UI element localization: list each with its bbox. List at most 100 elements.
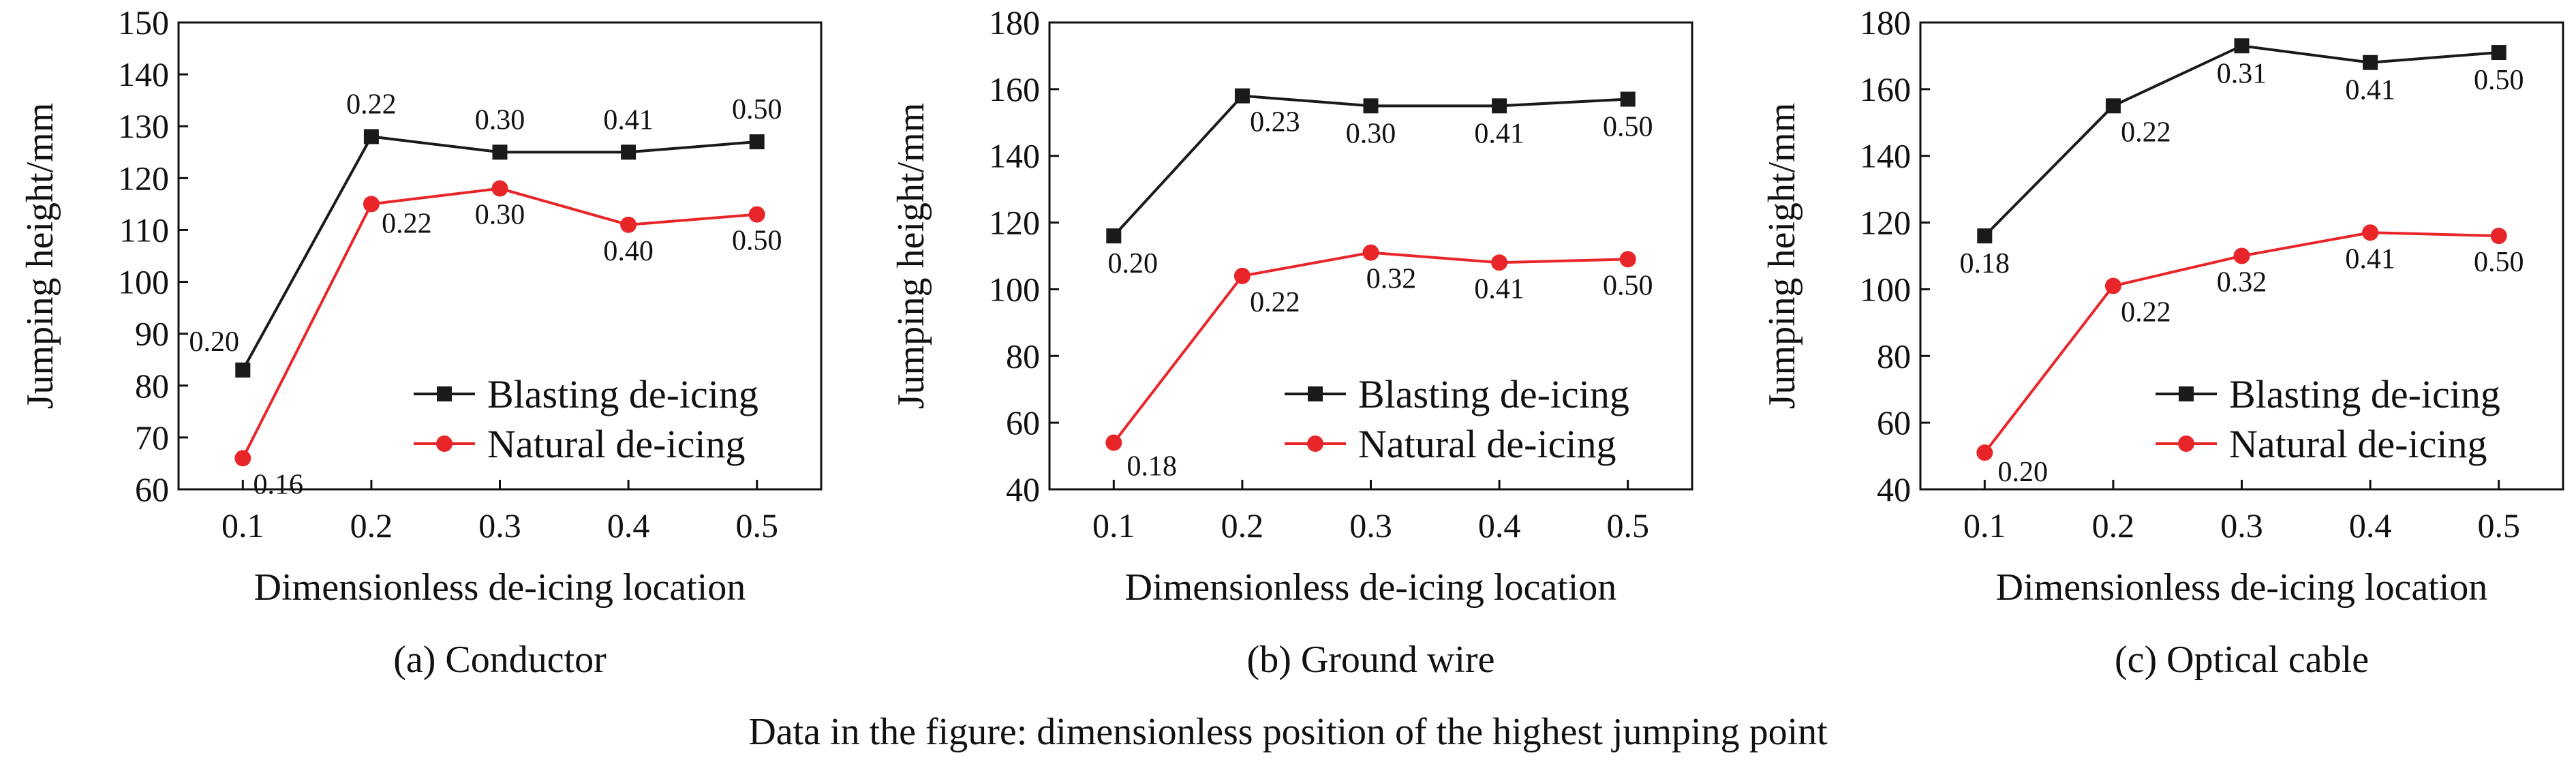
data-point-square	[2491, 45, 2506, 61]
data-label: 0.50	[2474, 65, 2524, 96]
data-label: 0.16	[254, 469, 304, 500]
x-tick-label: 0.3	[2220, 506, 2263, 545]
x-axis-title: Dimensionless de-icing location	[254, 566, 746, 609]
data-label: 0.41	[2345, 75, 2395, 106]
data-point-circle	[234, 450, 251, 467]
legend-marker-square	[437, 386, 452, 401]
x-tick-label: 0.3	[478, 506, 521, 545]
data-point-square	[1106, 228, 1122, 244]
y-tick-label: 110	[119, 211, 169, 249]
data-label: 0.20	[1108, 248, 1159, 279]
data-point-circle	[2490, 228, 2507, 245]
data-point-square	[621, 144, 637, 160]
data-point-square	[749, 134, 765, 150]
y-tick-label: 140	[118, 55, 169, 93]
y-tick-label: 120	[1860, 204, 1911, 242]
data-label: 0.20	[189, 326, 240, 358]
y-tick-label: 140	[989, 137, 1040, 175]
data-label: 0.22	[1250, 287, 1300, 318]
data-label: 0.31	[2217, 58, 2267, 89]
x-tick-label: 0.5	[1606, 506, 1649, 545]
panels: 60 70 80 90 100 110 120 130 140 150 0.1 0.2 0.3 0.4 0.…	[19, 3, 2564, 681]
x-axis-title: Dimensionless de-icing location	[1125, 566, 1617, 609]
y-tick-label: 40	[1877, 470, 1911, 508]
y-tick-label: 100	[989, 270, 1040, 308]
data-label: 0.32	[2217, 267, 2267, 299]
y-tick-label: 150	[118, 3, 169, 42]
data-point-square	[1977, 228, 1993, 244]
data-label: 0.20	[1998, 457, 2049, 488]
data-point-circle	[2104, 277, 2121, 294]
y-axis-title: Jumping height/mm	[1761, 103, 1803, 410]
data-label: 0.50	[1603, 270, 1653, 301]
data-label: 0.50	[1603, 112, 1653, 143]
data-point-square	[492, 144, 508, 160]
x-tick-label: 0.2	[2092, 506, 2135, 545]
data-point-circle	[1233, 267, 1251, 284]
data-point-square	[363, 129, 379, 144]
data-point-square	[1492, 98, 1507, 114]
x-tick-label: 0.4	[2349, 506, 2392, 545]
x-tick-label: 0.5	[735, 506, 778, 545]
x-tick-label: 0.1	[221, 506, 264, 545]
data-point-circle	[1491, 254, 1508, 271]
y-tick-label: 180	[989, 3, 1040, 42]
data-point-circle	[2233, 247, 2250, 264]
y-tick-label: 60	[1877, 403, 1911, 442]
data-point-circle	[1976, 444, 1993, 461]
data-label: 0.22	[382, 208, 432, 239]
data-label: 0.22	[346, 89, 397, 120]
legend-label: Blasting de-icing	[1358, 372, 1629, 416]
y-tick-label: 100	[118, 263, 169, 301]
data-point-circle	[363, 196, 380, 213]
data-label: 0.23	[1250, 107, 1300, 138]
legend-label: Blasting de-icing	[487, 372, 758, 416]
data-point-square	[2234, 38, 2250, 54]
y-tick-label: 80	[1877, 337, 1911, 375]
y-tick-label: 160	[1860, 70, 1911, 108]
data-label: 0.50	[732, 94, 782, 125]
legend-marker-circle	[1307, 436, 1323, 452]
legend-label: Natural de-icing	[1358, 422, 1616, 466]
data-point-circle	[620, 216, 637, 233]
x-tick-label: 0.1	[1092, 506, 1135, 545]
series-line-1	[1112, 94, 1628, 237]
data-label: 0.50	[2474, 247, 2524, 278]
y-tick-label: 140	[1860, 137, 1911, 175]
y-tick-label: 70	[135, 418, 169, 457]
y-tick-label: 130	[118, 107, 169, 145]
chart-panel-1: 60 70 80 90 100 110 120 130 140 150 0.1 0.2 0.3 0.4 0.…	[19, 3, 823, 681]
data-label: 0.41	[1474, 118, 1524, 149]
data-point-circle	[1362, 244, 1379, 261]
y-tick-label: 160	[989, 70, 1040, 108]
data-label: 0.22	[2121, 117, 2171, 148]
panel-caption: (c) Optical cable	[2115, 639, 2369, 681]
data-label: 0.30	[475, 200, 525, 231]
data-point-square	[1234, 88, 1250, 104]
legend-label: Natural de-icing	[2229, 422, 2487, 466]
data-point-circle	[491, 180, 508, 197]
y-tick-label: 60	[135, 470, 169, 508]
data-label: 0.32	[1366, 264, 1417, 295]
legend-marker-circle	[2178, 436, 2194, 452]
y-tick-label: 100	[1860, 270, 1911, 308]
data-label: 0.30	[1346, 118, 1396, 149]
series-line-2	[1983, 231, 2499, 454]
data-point-square	[235, 362, 251, 378]
chart-panel-2: 40 60 80 100 120 140 160 180 0.1 0.2 0.3 0.4 0.5 Dime…	[890, 3, 1693, 681]
panel-caption: (a) Conductor	[393, 639, 607, 681]
data-point-square	[1620, 91, 1636, 107]
chart-panel-3: 40 60 80 100 120 140 160 180 0.1 0.2 0.3 0.4 0.5 Dime…	[1761, 3, 2564, 681]
x-axis-title: Dimensionless de-icing location	[1996, 566, 2488, 609]
data-point-circle	[1619, 251, 1636, 268]
x-tick-label: 0.1	[1963, 506, 2006, 545]
x-tick-label: 0.2	[350, 506, 393, 545]
y-tick-label: 60	[1006, 403, 1040, 442]
data-label: 0.18	[1960, 248, 2010, 279]
y-tick-label: 120	[989, 204, 1040, 242]
data-label: 0.30	[475, 104, 525, 136]
legend-label: Blasting de-icing	[2229, 372, 2500, 416]
legend-marker-circle	[436, 436, 453, 452]
plot-frame	[177, 21, 823, 491]
data-label: 0.41	[1474, 273, 1524, 305]
